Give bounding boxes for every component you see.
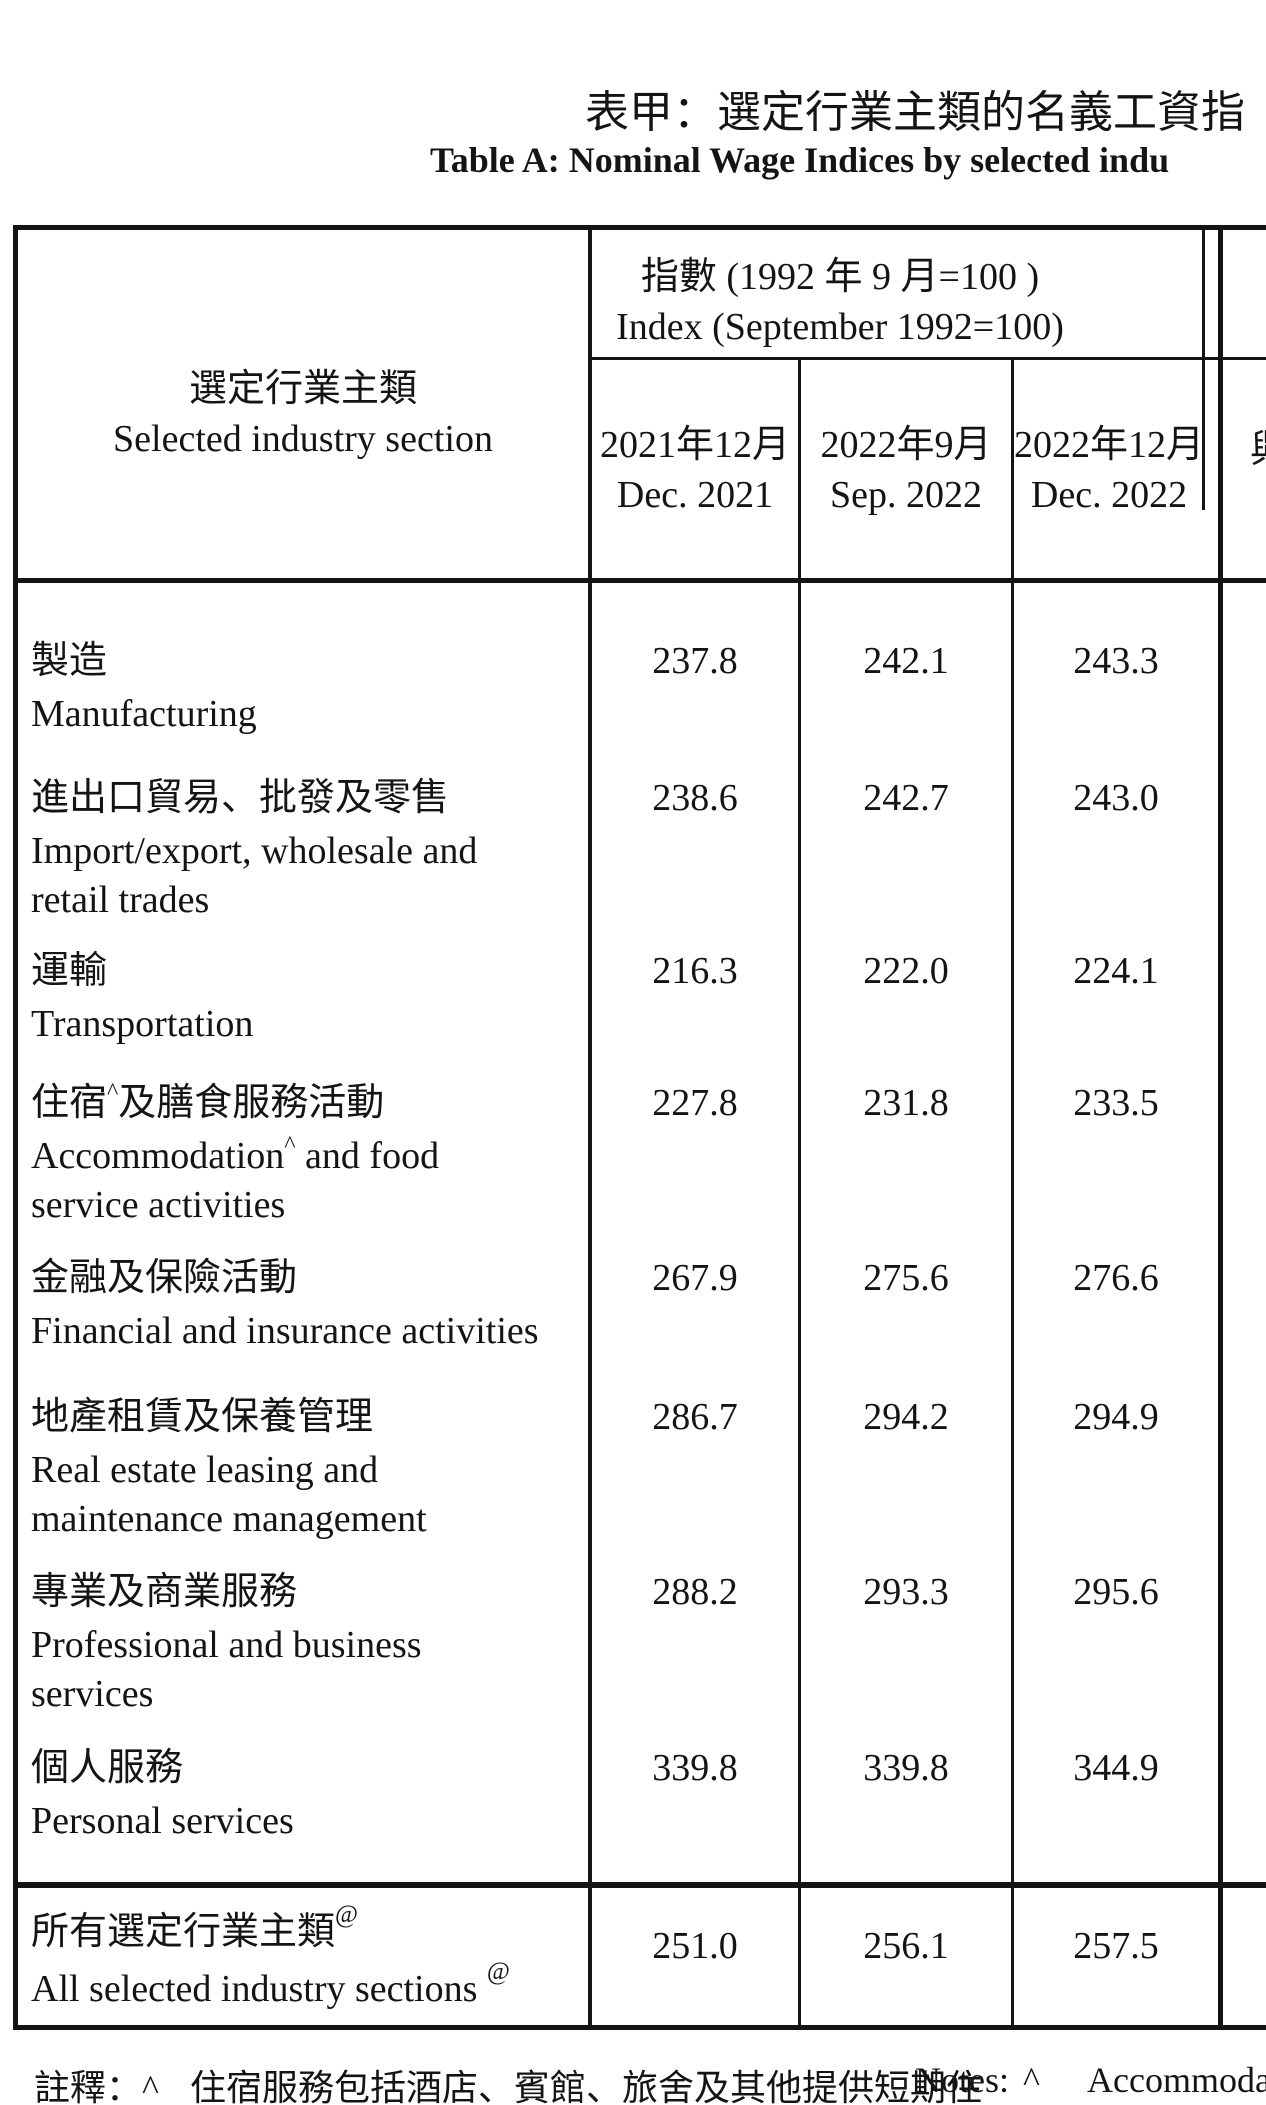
row-label-en-post: and food: [295, 1135, 440, 1177]
row-label-zh: 專業及商業服務: [31, 1571, 298, 1613]
row-label-en-line2: services: [31, 1673, 154, 1715]
footnote-text-zh: 住宿服務包括酒店、賓館、旅舍及其他提供短期住: [190, 2068, 983, 2105]
rule-col2-col3: [798, 357, 801, 2030]
row-label-en-line2: maintenance management: [31, 1498, 427, 1540]
row-label-zh: 運輸: [31, 950, 108, 992]
cell-value: 231.8: [863, 1082, 949, 1124]
cell-value: 242.7: [863, 777, 949, 819]
index-header-zh: 指數 (1992 年 9 月=100 ): [640, 256, 1040, 298]
cell-value: 294.2: [863, 1396, 949, 1438]
row-label-zh-post: 及膳食服務活動: [118, 1082, 385, 1124]
row-label-zh: 金融及保險活動: [31, 1257, 298, 1299]
cell-value: 276.6: [1073, 1257, 1159, 1299]
column-header-en: Sep. 2022: [830, 474, 982, 516]
cell-value: 224.1: [1073, 950, 1159, 992]
index-group-header: 指數 (1992 年 9 月=100 ) Index (September 19…: [592, 252, 1088, 352]
table-border-bottom: [13, 2025, 1266, 2030]
stub-header-zh: 選定行業主類: [188, 368, 417, 410]
cell-value: 295.6: [1073, 1571, 1159, 1613]
page-title-english: Table A: Nominal Wage Indices by selecte…: [430, 140, 1170, 180]
row-label: 製造 Manufacturing: [31, 635, 257, 741]
row-label-en: Manufacturing: [31, 693, 257, 735]
cell-value: 243.0: [1073, 777, 1159, 819]
cell-value: 237.8: [652, 640, 738, 682]
row-label-en-sup: ^: [284, 1132, 296, 1158]
clipped-column-partial-glyph: 與: [1250, 424, 1266, 476]
cell-value: 294.9: [1073, 1396, 1159, 1438]
rule-col1-col2: [588, 225, 592, 2030]
cell-value: 233.5: [1073, 1082, 1159, 1124]
row-label-en: Personal services: [31, 1800, 294, 1842]
rule-under-column-headers: [13, 578, 1266, 583]
cell-value: 344.9: [1073, 1747, 1159, 1789]
table-border-top: [13, 225, 1266, 230]
row-label: 運輸 Transportation: [31, 945, 253, 1051]
row-label: 金融及保險活動 Financial and insurance activiti…: [31, 1252, 539, 1358]
row-label-en-line2: service activities: [31, 1184, 286, 1226]
row-label-zh-sup: ^: [107, 1079, 119, 1105]
cell-value: 216.3: [652, 950, 738, 992]
column-header-zh: 2021年12月: [599, 424, 790, 466]
rule-header-right-thin: [1202, 225, 1205, 510]
row-label: 進出口貿易、批發及零售 Import/export, wholesale and…: [31, 772, 477, 922]
cell-value: 339.8: [652, 1747, 738, 1789]
footnote-label-en: Notes:: [915, 2060, 1009, 2100]
footnote-text-en: Accommodation: [1087, 2060, 1266, 2100]
cell-value: 275.6: [863, 1257, 949, 1299]
row-label-en-line2: retail trades: [31, 879, 210, 921]
rule-col3-col4: [1011, 357, 1014, 2030]
column-header-en: Dec. 2021: [616, 474, 774, 516]
row-label-en: Transportation: [31, 1003, 254, 1045]
cell-value: 286.7: [652, 1396, 738, 1438]
row-label-zh: 住宿: [31, 1082, 108, 1124]
row-label-en: Real estate leasing and: [31, 1449, 379, 1491]
row-label: 住宿^及膳食服務活動 Accommodation^ and food servi…: [31, 1077, 439, 1227]
total-row-label: 所有選定行業主類@ All selected industry sections…: [31, 1901, 510, 2020]
total-cell-value: 257.5: [1073, 1925, 1159, 1967]
column-header-en: Dec. 2022: [1030, 474, 1188, 516]
cell-value: 238.6: [652, 777, 738, 819]
footnote-label-zh: 註釋：^: [34, 2068, 159, 2105]
page-title-chinese: 表甲：選定行業主類的名義工資指: [585, 88, 1245, 137]
row-label-zh: 地產租賃及保養管理: [31, 1396, 374, 1438]
row-label: 個人服務 Personal services: [31, 1742, 294, 1848]
column-header-sep-2022: 2022年9月 Sep. 2022: [801, 420, 1011, 520]
row-label-zh: 進出口貿易、批發及零售: [31, 777, 450, 819]
stub-header: 選定行業主類 Selected industry section: [18, 364, 588, 464]
row-label-en: Financial and insurance activities: [31, 1310, 539, 1352]
total-cell-value: 256.1: [863, 1925, 949, 1967]
column-header-dec-2022: 2022年12月 Dec. 2022: [1014, 420, 1204, 520]
rule-group-separator-thick: [1218, 225, 1223, 2030]
cell-value: 243.3: [1073, 640, 1159, 682]
row-label-en: Accommodation: [31, 1135, 285, 1177]
total-cell-value: 251.0: [652, 1925, 738, 1967]
cell-value: 267.9: [652, 1257, 738, 1299]
rule-above-total-row: [13, 1882, 1266, 1888]
footnote-marker-en: ^: [1023, 2060, 1040, 2100]
row-label-en: Import/export, wholesale and: [31, 830, 478, 872]
cell-value: 339.8: [863, 1747, 949, 1789]
column-header-zh: 2022年12月: [1014, 424, 1205, 466]
stub-header-en: Selected industry section: [113, 418, 493, 460]
row-label: 地產租賃及保養管理 Real estate leasing and mainte…: [31, 1391, 427, 1541]
cell-value: 242.1: [863, 640, 949, 682]
index-header-en: Index (September 1992=100): [616, 306, 1064, 348]
row-label-zh: 個人服務: [31, 1747, 184, 1789]
row-label-en: Professional and business: [31, 1624, 422, 1666]
column-header-dec-2021: 2021年12月 Dec. 2021: [592, 420, 798, 520]
total-label-zh-sup: @: [335, 1901, 359, 1928]
cell-value: 222.0: [863, 950, 949, 992]
total-label-zh: 所有選定行業主類: [31, 1911, 336, 1953]
column-header-zh: 2022年9月: [820, 424, 992, 466]
row-label-zh: 製造: [31, 640, 108, 682]
table-border-left: [13, 225, 18, 2030]
cell-value: 227.8: [652, 1082, 738, 1124]
row-label: 專業及商業服務 Professional and business servic…: [31, 1566, 422, 1716]
total-label-en: All selected industry sections: [31, 1968, 487, 2010]
cell-value: 293.3: [863, 1571, 949, 1613]
total-label-en-sup: @: [486, 1958, 510, 1985]
rule-under-index-header: [590, 357, 1266, 360]
cell-value: 288.2: [652, 1571, 738, 1613]
